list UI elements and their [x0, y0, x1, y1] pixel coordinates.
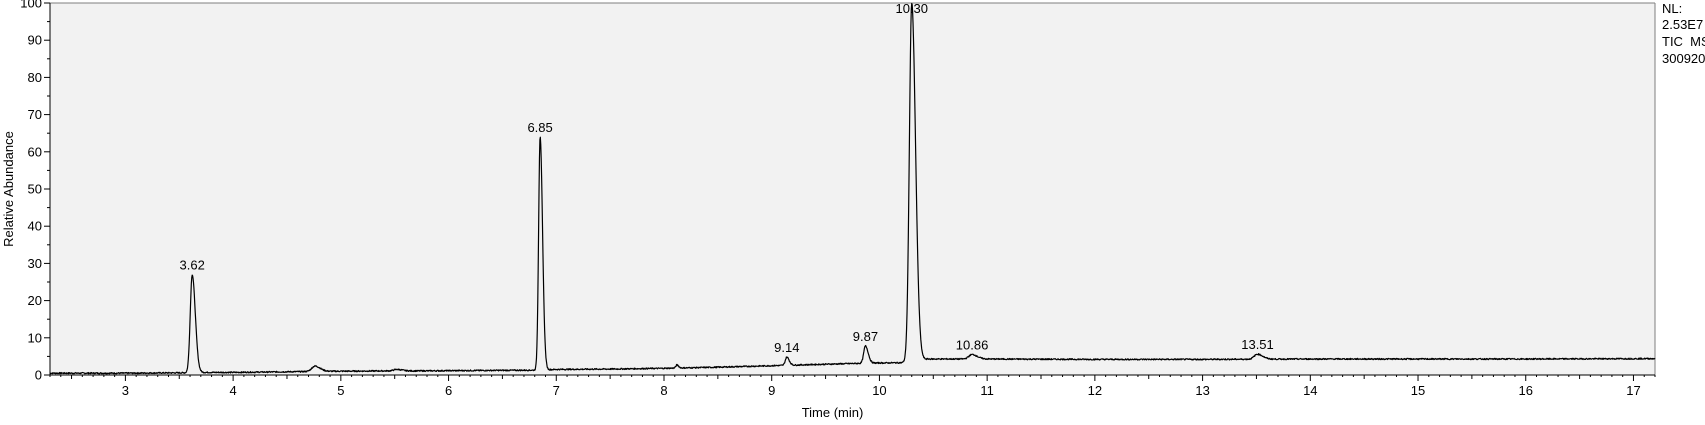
- x-tick-label: 14: [1303, 383, 1317, 398]
- x-tick-label: 9: [768, 383, 775, 398]
- x-tick-label: 4: [230, 383, 237, 398]
- plot-area: [50, 3, 1655, 375]
- peak-labels: 3.62 6.85 9.14 9.87 10.30 10.86 13.51: [180, 1, 1274, 355]
- nl-value: 2.53E7: [1662, 17, 1703, 32]
- trace-type: TIC MS: [1662, 34, 1705, 49]
- y-tick-label: 80: [28, 70, 42, 85]
- peak-label: 3.62: [180, 258, 205, 273]
- x-tick-label: 16: [1519, 383, 1533, 398]
- peak-label: 6.85: [527, 120, 552, 135]
- x-tick-label: 11: [980, 383, 994, 398]
- x-tick-label: 17: [1626, 383, 1640, 398]
- x-axis-title: Time (min): [802, 405, 864, 420]
- y-tick-label: 20: [28, 293, 42, 308]
- y-tick-label: 60: [28, 144, 42, 159]
- x-axis: 3 4 5 6 7 8 9 10 11 12 13 14 15 16 17: [49, 375, 1656, 398]
- y-axis-title: Relative Abundance: [1, 131, 16, 247]
- x-tick-label: 13: [1195, 383, 1209, 398]
- sample-id: 300920: [1662, 51, 1705, 66]
- peak-label: 13.51: [1241, 337, 1274, 352]
- y-axis: 0 10 20 30 40 50 60 70 80 90 100: [20, 0, 50, 383]
- x-tick-label: 3: [122, 383, 129, 398]
- x-tick-label: 5: [337, 383, 344, 398]
- y-tick-label: 40: [28, 219, 42, 234]
- peak-label: 9.14: [774, 340, 799, 355]
- y-tick-label: 90: [28, 33, 42, 48]
- x-tick-label: 7: [553, 383, 560, 398]
- x-tick-label: 6: [445, 383, 452, 398]
- x-tick-label: 12: [1088, 383, 1102, 398]
- y-tick-label: 0: [35, 368, 42, 383]
- x-tick-label: 8: [660, 383, 667, 398]
- y-tick-label: 70: [28, 107, 42, 122]
- tic-trace-line: [49, 2, 1656, 375]
- nl-label: NL:: [1662, 1, 1682, 16]
- peak-label: 10.30: [895, 1, 928, 16]
- x-tick-label: 10: [872, 383, 886, 398]
- peak-label: 10.86: [956, 338, 989, 353]
- x-tick-label: 15: [1411, 383, 1425, 398]
- y-tick-label: 10: [28, 330, 42, 345]
- y-tick-label: 30: [28, 256, 42, 271]
- peak-label: 9.87: [853, 329, 878, 344]
- y-tick-label: 100: [20, 0, 42, 11]
- y-tick-label: 50: [28, 182, 42, 197]
